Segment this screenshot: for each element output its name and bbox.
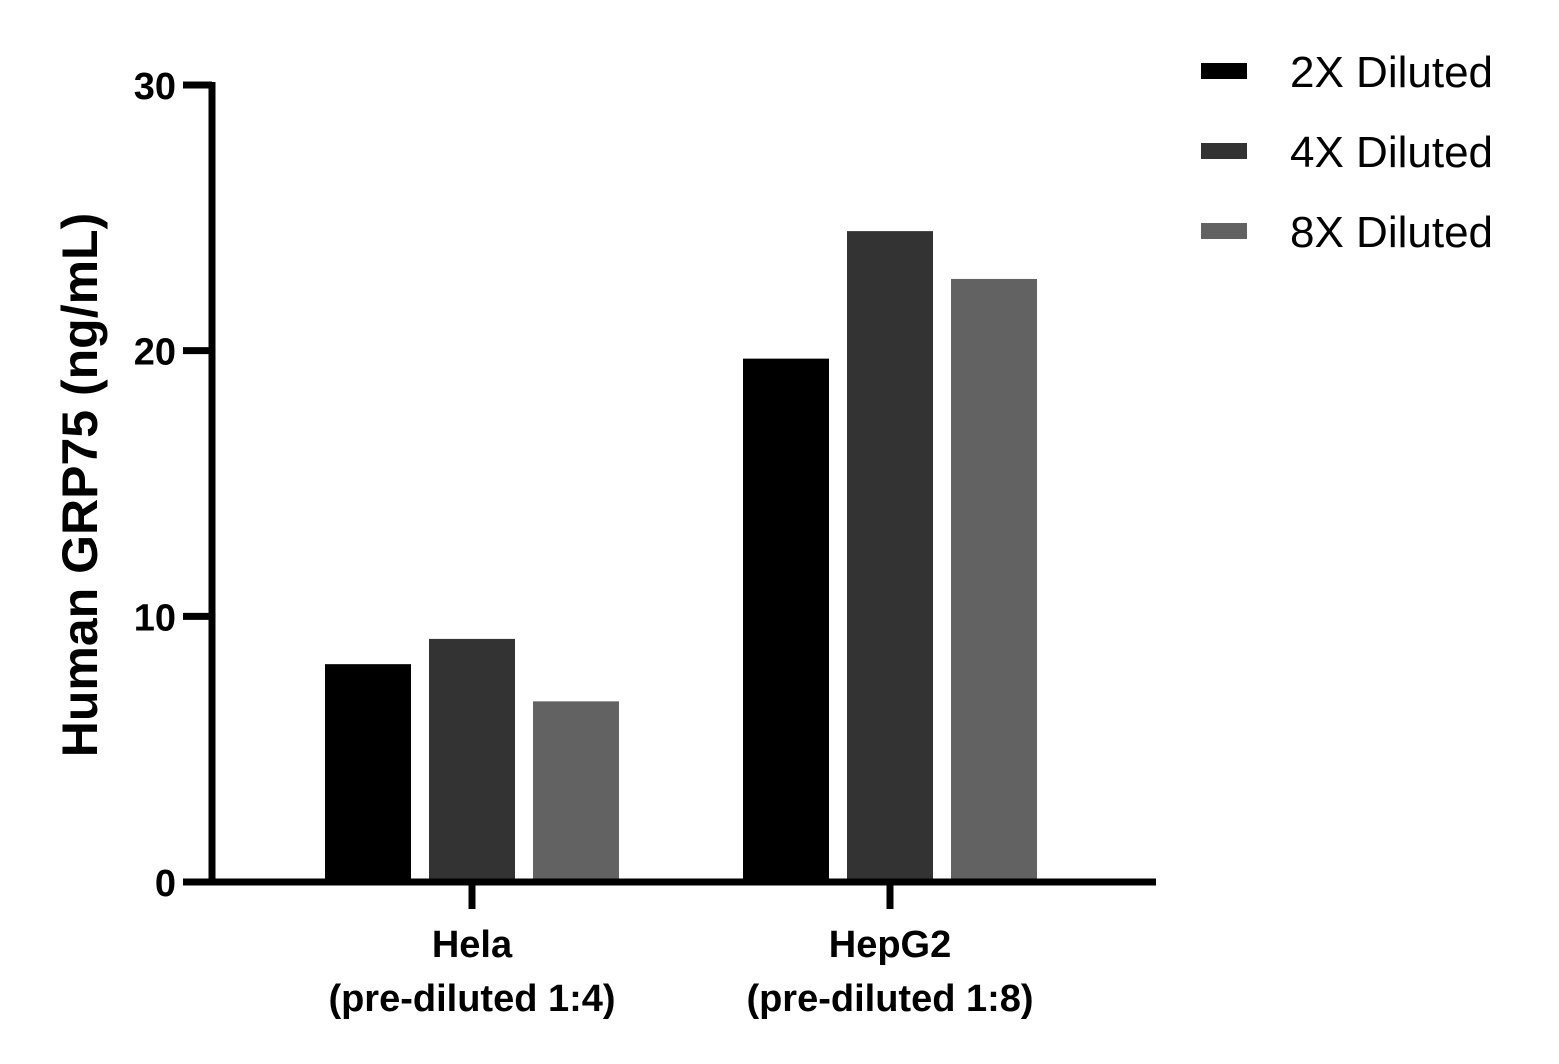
x-tick-sublabel: (pre-diluted 1:4) <box>328 978 615 1020</box>
y-tick-label: 0 <box>155 863 176 905</box>
legend-label: 2X Diluted <box>1290 48 1493 97</box>
x-tick-label: HepG2 <box>829 924 951 966</box>
x-tick-label: Hela <box>432 924 513 966</box>
legend: 2X Diluted 4X Diluted 8X Diluted <box>1201 48 1493 257</box>
bar-1-2 <box>951 278 1037 883</box>
x-tick-sublabel: (pre-diluted 1:8) <box>746 978 1033 1020</box>
bar-0-0 <box>325 664 411 882</box>
y-axis-title: Human GRP75 (ng/mL) <box>52 213 108 757</box>
bar-0-1 <box>429 638 515 882</box>
y-tick-label: 20 <box>134 332 176 374</box>
axes-layer <box>208 82 1156 886</box>
bar-1-1 <box>847 231 933 882</box>
y-tick-label: 10 <box>134 597 176 639</box>
legend-swatch <box>1201 223 1247 239</box>
ticks-layer: 0 10 20 30 Hela (pre-diluted 1:4) HepG2 (pre-di… <box>134 66 1034 1020</box>
bars-layer <box>325 231 1037 883</box>
legend-label: 4X Diluted <box>1290 128 1493 177</box>
bar-0-2 <box>533 701 619 882</box>
legend-swatch <box>1201 63 1247 79</box>
y-tick-label: 30 <box>134 66 176 108</box>
legend-swatch <box>1201 143 1247 159</box>
legend-label: 8X Diluted <box>1290 208 1493 257</box>
bar-1-0 <box>743 358 829 882</box>
